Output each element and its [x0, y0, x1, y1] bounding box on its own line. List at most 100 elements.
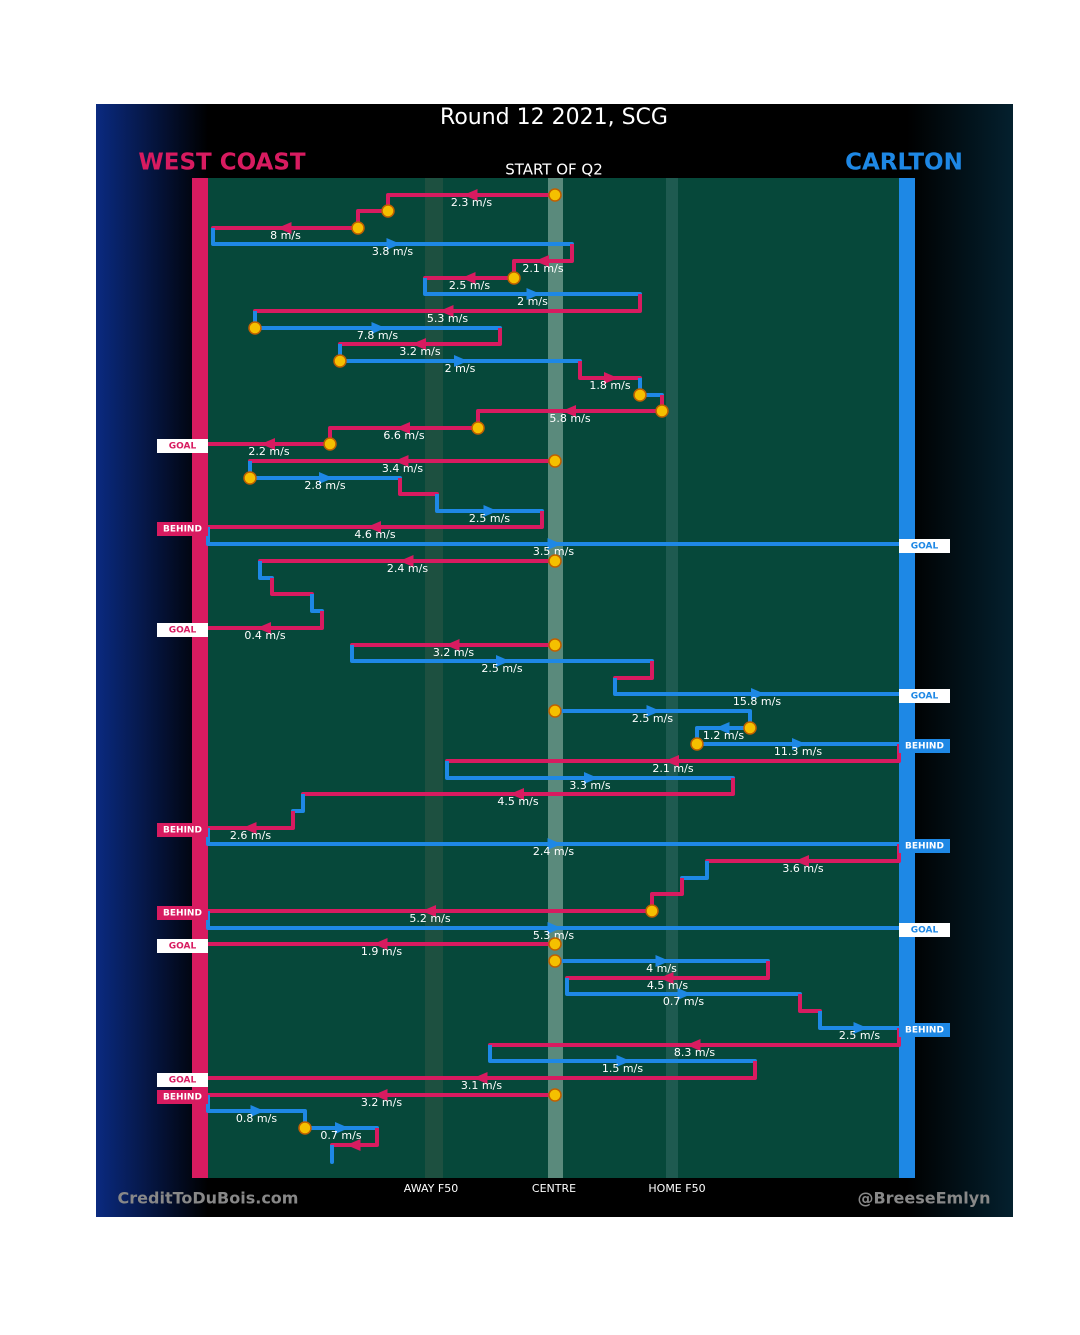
outcome-box [157, 1073, 208, 1087]
outcome-box [899, 923, 950, 937]
arrow-head [463, 189, 478, 201]
speed-label: 2.5 m/s [839, 1029, 880, 1042]
outcome-label: GOAL [169, 942, 197, 952]
outcome-label: GOAL [169, 1076, 197, 1086]
speed-label: 8.3 m/s [674, 1046, 715, 1059]
credit: @BreeseEmlyn [857, 1189, 990, 1208]
outcome-label: BEHIND [163, 525, 202, 535]
arrow-head [510, 788, 524, 800]
outcome-label: GOAL [169, 626, 197, 636]
arrow-head [655, 955, 670, 967]
away-team: CARLTON [845, 150, 963, 176]
right-shade [907, 104, 1013, 1217]
stoppage-marker [351, 221, 365, 235]
arrow-head [386, 238, 401, 250]
speed-label: 3.3 m/s [569, 779, 610, 792]
speed-label: 7.8 m/s [357, 329, 398, 342]
speed-label: 2.5 m/s [469, 512, 510, 525]
speed-label: 2 m/s [445, 362, 476, 375]
speed-label: 2.5 m/s [449, 279, 490, 292]
arrow-head [439, 305, 454, 317]
arrow-head [526, 288, 541, 300]
stoppage-marker [323, 437, 337, 451]
arrow-head [646, 705, 661, 717]
speed-label: 2 m/s [517, 295, 548, 308]
zone-label: CENTRE [532, 1182, 576, 1195]
arrow-head [547, 538, 562, 550]
home-team: WEST COAST [138, 150, 306, 176]
speed-label: 2.1 m/s [652, 762, 693, 775]
arrow-head [412, 338, 426, 350]
arrow-head [242, 822, 257, 834]
arrow-head [659, 972, 674, 984]
arrow-head [853, 1022, 868, 1034]
speed-label: 0.7 m/s [320, 1129, 361, 1142]
stoppage-marker [655, 404, 669, 418]
outcome-box [899, 839, 950, 853]
arrow-head [792, 738, 806, 750]
arrow-head [562, 405, 576, 417]
arrow-head [373, 938, 388, 950]
speed-label: 1.8 m/s [589, 379, 630, 392]
arrow-head [335, 1122, 349, 1134]
outcome-label: GOAL [911, 692, 939, 702]
speed-label: 0.7 m/s [663, 995, 704, 1008]
speed-label: 0.8 m/s [236, 1112, 277, 1125]
speed-label: 1.9 m/s [361, 945, 402, 958]
arrow-head [346, 1139, 361, 1151]
speed-label: 2.4 m/s [387, 562, 428, 575]
home-bar [192, 178, 208, 1178]
arrow-head [373, 1089, 388, 1101]
title: Round 12 2021, SCG [440, 105, 668, 130]
speed-label: 2.1 m/s [522, 262, 563, 275]
arrow-head [367, 521, 381, 533]
arrow-head [445, 639, 460, 651]
outcome-box [157, 906, 208, 920]
outcome-box [157, 623, 208, 637]
outcome-label: BEHIND [163, 1093, 202, 1103]
arrow-head [454, 355, 468, 367]
arrow-head [250, 1105, 265, 1117]
arrow-head [473, 1072, 488, 1084]
speed-label: 1.2 m/s [703, 729, 744, 742]
arrow-head [547, 838, 562, 850]
stoppage-marker [645, 904, 659, 918]
arrow-head [584, 772, 598, 784]
arrow-head [261, 438, 275, 450]
speed-label: 1.5 m/s [602, 1062, 643, 1075]
stoppage-marker [548, 638, 562, 652]
speed-label: 3.2 m/s [361, 1096, 402, 1109]
speed-label: 3.8 m/s [372, 245, 413, 258]
speed-label: 6.6 m/s [383, 429, 424, 442]
arrow-head [396, 422, 410, 434]
arrow-head [371, 322, 386, 334]
stoppage-marker [743, 721, 757, 735]
speed-label: 2.5 m/s [632, 712, 673, 725]
speed-label: 5.8 m/s [549, 412, 590, 425]
outcome-box [157, 439, 208, 453]
arrow-head [715, 722, 730, 734]
outcome-box [157, 522, 208, 536]
stoppage-marker [548, 554, 562, 568]
speed-label: 11.3 m/s [774, 745, 822, 758]
arrow-head [677, 988, 692, 1000]
arrow-head [277, 222, 292, 234]
stoppage-marker [248, 321, 262, 335]
stoppage-marker [548, 704, 562, 718]
stoppage-marker [548, 937, 562, 951]
stoppage-marker [243, 471, 257, 485]
arrow-head [257, 622, 271, 634]
arrow-head [394, 455, 409, 467]
speed-label: 4.6 m/s [354, 528, 395, 541]
stoppage-marker [548, 1088, 562, 1102]
speed-label: 2.2 m/s [248, 445, 289, 458]
speed-label: 2.5 m/s [481, 662, 522, 675]
stoppage-marker [381, 204, 395, 218]
arrow-head [665, 755, 679, 767]
home-f50-line [666, 178, 678, 1178]
stoppage-marker [690, 737, 704, 751]
arrow-head [496, 655, 510, 667]
arrow-head [686, 1039, 701, 1051]
left-shade [96, 104, 208, 1217]
